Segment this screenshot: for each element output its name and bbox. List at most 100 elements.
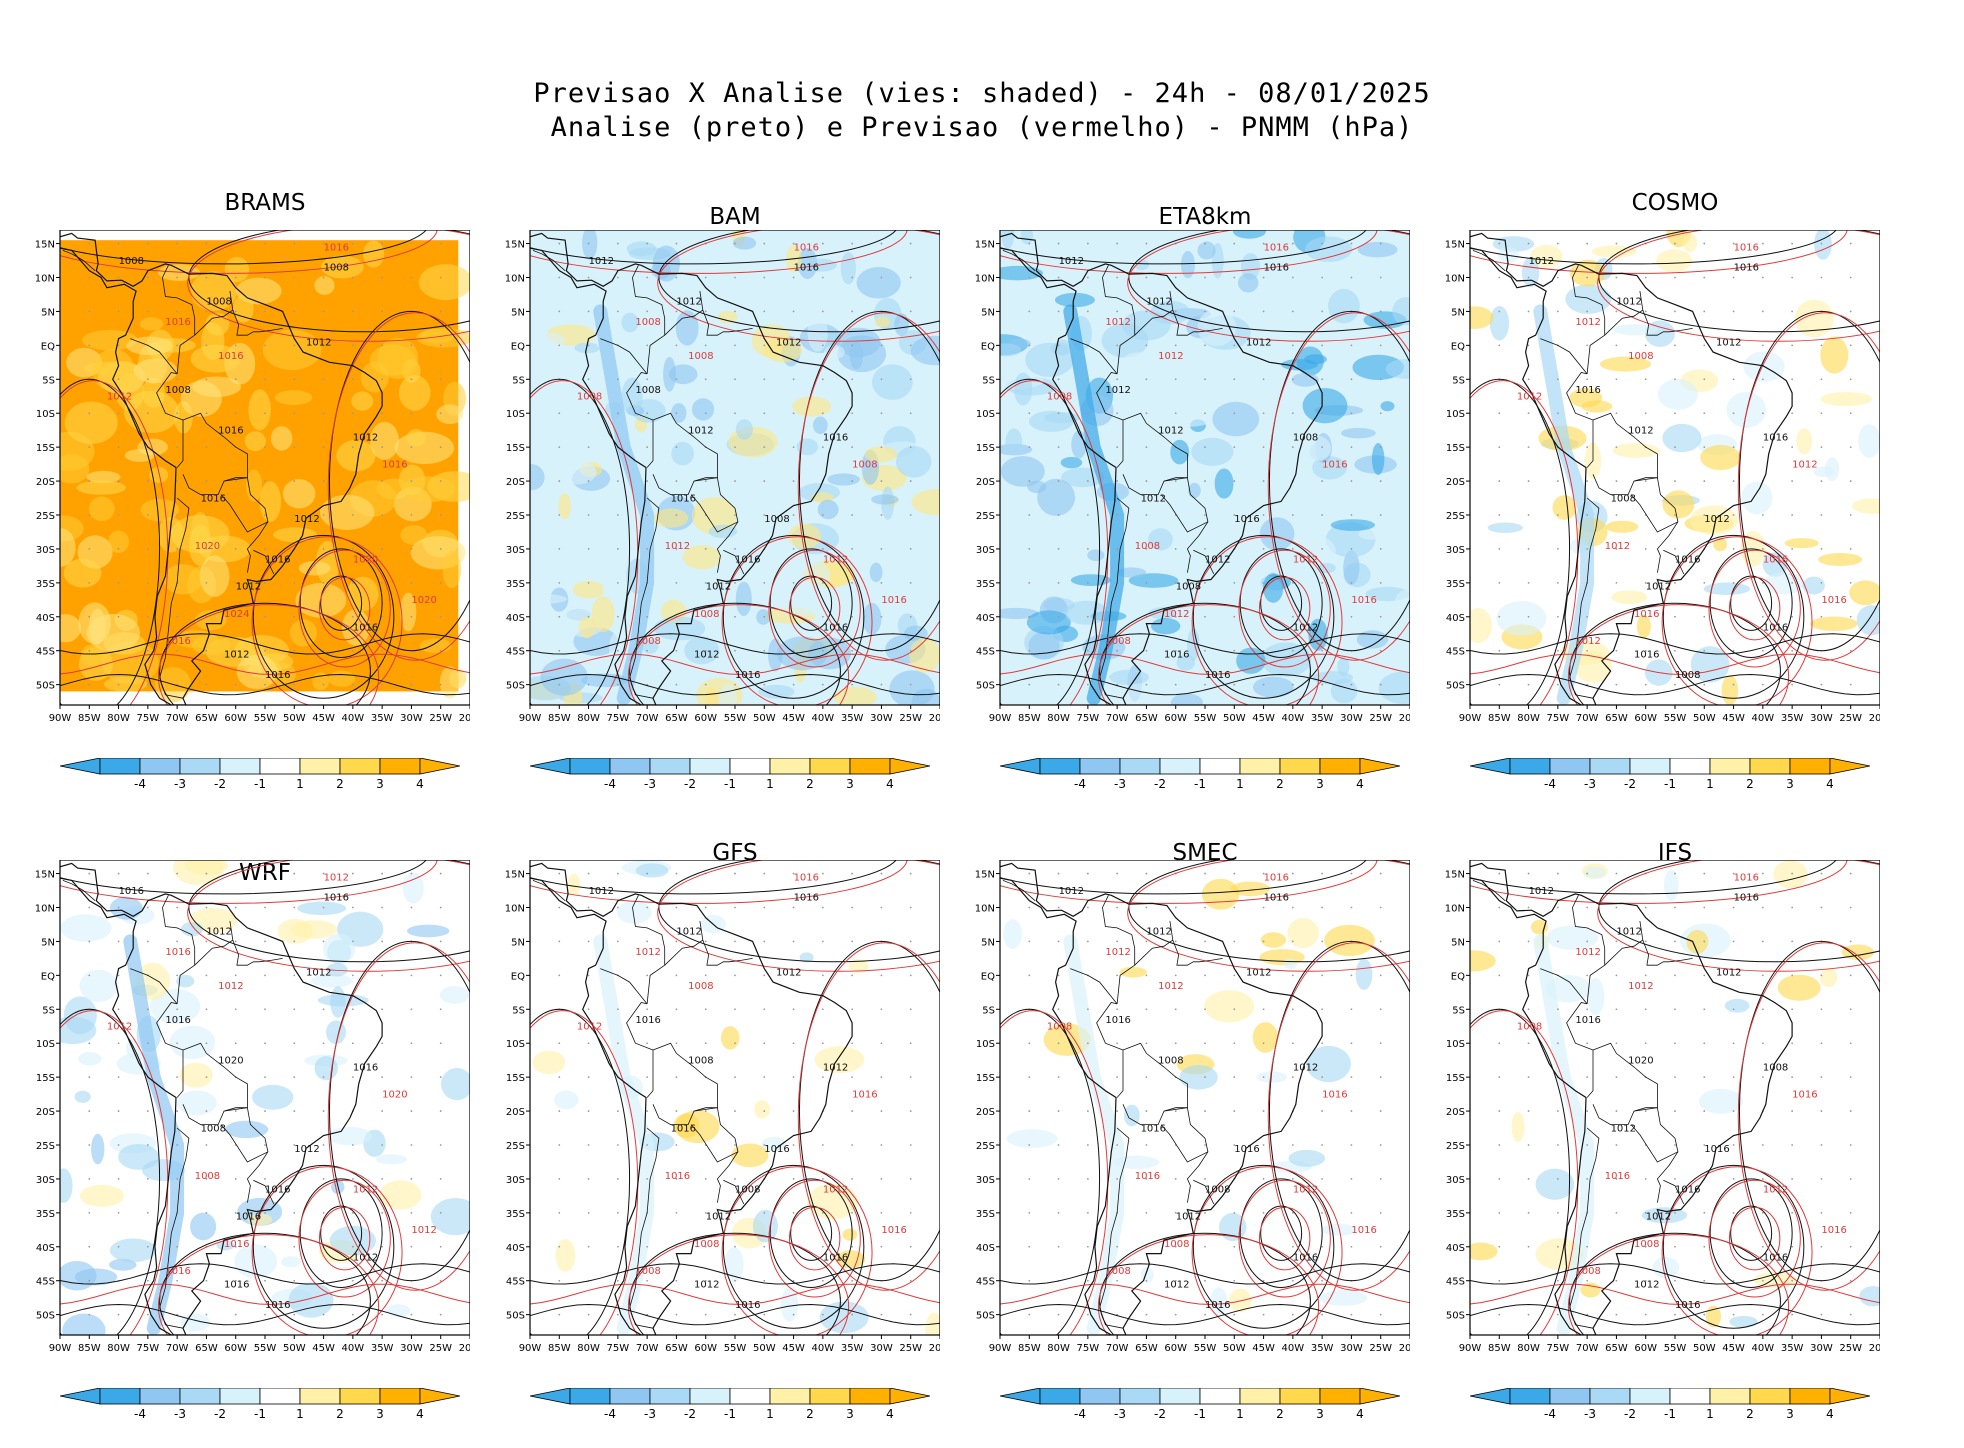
map-plot: 1016 1016 1012 1012 1016 1020 1016 1008 1012 1016…	[35, 860, 470, 1360]
lat-tick-label: EQ	[41, 341, 55, 352]
colorbar-label: 4	[1826, 777, 1834, 791]
contour-label-forecast: 1016	[324, 242, 349, 253]
contour-label-analysis: 1016	[1763, 1252, 1788, 1263]
lon-tick-label: 80W	[577, 713, 600, 724]
lat-tick-label: EQ	[1451, 971, 1465, 982]
lat-tick-label: 30S	[976, 1175, 995, 1186]
contour-label-forecast: 1016	[1792, 1090, 1817, 1101]
colorbar-label: -3	[1584, 1407, 1596, 1421]
contour-label-analysis: 1016	[1164, 650, 1189, 661]
lon-tick-label: 60W	[1634, 713, 1657, 724]
contour-label-forecast: 1012	[1605, 541, 1630, 552]
contour-label-forecast: 1020	[195, 541, 220, 552]
lon-tick-label: 90W	[989, 1343, 1012, 1354]
lon-tick-label: 55W	[1194, 713, 1217, 724]
colorbar-label: -2	[214, 1407, 226, 1421]
colorbar-label: 3	[1316, 777, 1324, 791]
lon-tick-label: 75W	[137, 713, 160, 724]
contour-label-analysis: 1016	[224, 1280, 249, 1291]
contour-label-analysis: 1016	[265, 1300, 290, 1311]
lon-tick-label: 55W	[724, 713, 747, 724]
colorbar-label: -4	[604, 777, 616, 791]
lat-tick-label: 15N	[1445, 870, 1465, 881]
colorbar-label: 1	[1236, 1407, 1244, 1421]
contour-label-analysis: 1008	[206, 297, 231, 308]
contour-label-analysis: 1016	[324, 893, 349, 904]
lat-tick-label: 25S	[506, 1141, 525, 1152]
contour-label-analysis: 1008	[201, 1123, 226, 1134]
lat-tick-label: 50S	[1446, 1311, 1465, 1322]
contour-label-analysis: 1016	[353, 622, 378, 633]
lon-tick-label: 55W	[254, 1343, 277, 1354]
lat-tick-label: 20S	[36, 1107, 55, 1118]
lon-tick-label: 55W	[1664, 713, 1687, 724]
contour-label-forecast: 1012	[411, 1225, 436, 1236]
lon-tick-label: 35W	[1781, 1343, 1804, 1354]
lat-tick-label: 5S	[512, 375, 525, 386]
lat-tick-label: 15N	[1445, 240, 1465, 251]
map-plot: 1012 1016 1012 1012 1012 1012 1008 1012 1016 1012…	[975, 230, 1410, 730]
contour-label-analysis: 1016	[265, 555, 290, 566]
colorbar-label: -2	[684, 777, 696, 791]
lon-tick-label: 25W	[899, 1343, 922, 1354]
lon-tick-label: 85W	[1488, 713, 1511, 724]
contour-label-analysis: 1008	[1176, 582, 1201, 593]
lon-tick-label: 60W	[1164, 1343, 1187, 1354]
contour-label-forecast: 1020	[382, 1090, 407, 1101]
lon-tick-label: 30W	[1340, 713, 1363, 724]
colorbar-label: 3	[376, 1407, 384, 1421]
lon-tick-label: 90W	[989, 713, 1012, 724]
contour-label-forecast: 1016	[881, 595, 906, 606]
contour-label-forecast: 1008	[195, 1171, 220, 1182]
lon-tick-label: 30W	[870, 1343, 893, 1354]
contour-label-forecast: 1016	[218, 351, 243, 362]
figure-title-line-1: Previsao X Analise (vies: shaded) - 24h …	[533, 78, 1431, 109]
contour-label-analysis: 1016	[165, 1015, 190, 1026]
contour-label-analysis: 1016	[1575, 385, 1600, 396]
contour-label-analysis: 1016	[823, 622, 848, 633]
contour-label-forecast: 1016	[1351, 595, 1376, 606]
contour-label-analysis: 1012	[294, 514, 319, 525]
contour-label-forecast: 1008	[1135, 541, 1160, 552]
lon-tick-label: 45W	[312, 1343, 335, 1354]
contour-label-analysis: 1012	[1616, 927, 1641, 938]
contour-label-forecast: 1020	[411, 595, 436, 606]
contour-label-forecast: 1012	[577, 1022, 602, 1033]
panel-brams: BRAMS 1008 1008 1008 1012 1008 1016 1012 1016 101…	[30, 190, 500, 815]
lat-tick-label: 15S	[976, 443, 995, 454]
contour-label-analysis: 1012	[1246, 967, 1271, 978]
contour-label-analysis: 1008	[1611, 493, 1636, 504]
contour-label-analysis: 1016	[794, 263, 819, 274]
contour-label-forecast: 1012	[1575, 636, 1600, 647]
colorbar: -4 -3 -2 -1 1 2 3 4	[529, 757, 931, 814]
colorbar-label: 1	[1706, 1407, 1714, 1421]
contour-label-analysis: 1012	[1646, 582, 1671, 593]
contour-label-analysis: 1016	[1675, 555, 1700, 566]
contour-label-analysis: 1012	[224, 650, 249, 661]
lon-tick-label: 50W	[1223, 1343, 1246, 1354]
panel-eta8km: ETA8km 1012 1016 1012 1012 1012 1012 1008 1012 10…	[970, 190, 1440, 815]
contour-label-analysis: 1016	[1264, 263, 1289, 274]
contour-label-analysis: 1012	[1205, 555, 1230, 566]
colorbar-label: -2	[684, 1407, 696, 1421]
lat-tick-label: 35S	[1446, 579, 1465, 590]
lon-tick-label: 65W	[1135, 713, 1158, 724]
contour-label-forecast: 1016	[794, 242, 819, 253]
lon-tick-label: 45W	[1252, 713, 1275, 724]
contour-label-analysis: 1016	[1264, 893, 1289, 904]
colorbar-label: -4	[1074, 777, 1086, 791]
contour-label-analysis: 1016	[1141, 1123, 1166, 1134]
lat-tick-label: 5S	[42, 1005, 55, 1016]
lon-tick-label: 70W	[166, 1343, 189, 1354]
lat-tick-label: 25S	[36, 1141, 55, 1152]
lon-tick-label: 50W	[753, 1343, 776, 1354]
lon-tick-label: 75W	[1547, 1343, 1570, 1354]
contour-label-forecast: 1008	[688, 351, 713, 362]
colorbar-label: -1	[1194, 1407, 1206, 1421]
panel-title: SMEC	[1172, 840, 1238, 866]
lon-tick-label: 65W	[1605, 1343, 1628, 1354]
lat-tick-label: 5N	[511, 307, 525, 318]
contour-label-forecast: 1012	[353, 1185, 378, 1196]
contour-label-analysis: 1016	[1734, 893, 1759, 904]
contour-label-analysis: 1012	[589, 256, 614, 267]
